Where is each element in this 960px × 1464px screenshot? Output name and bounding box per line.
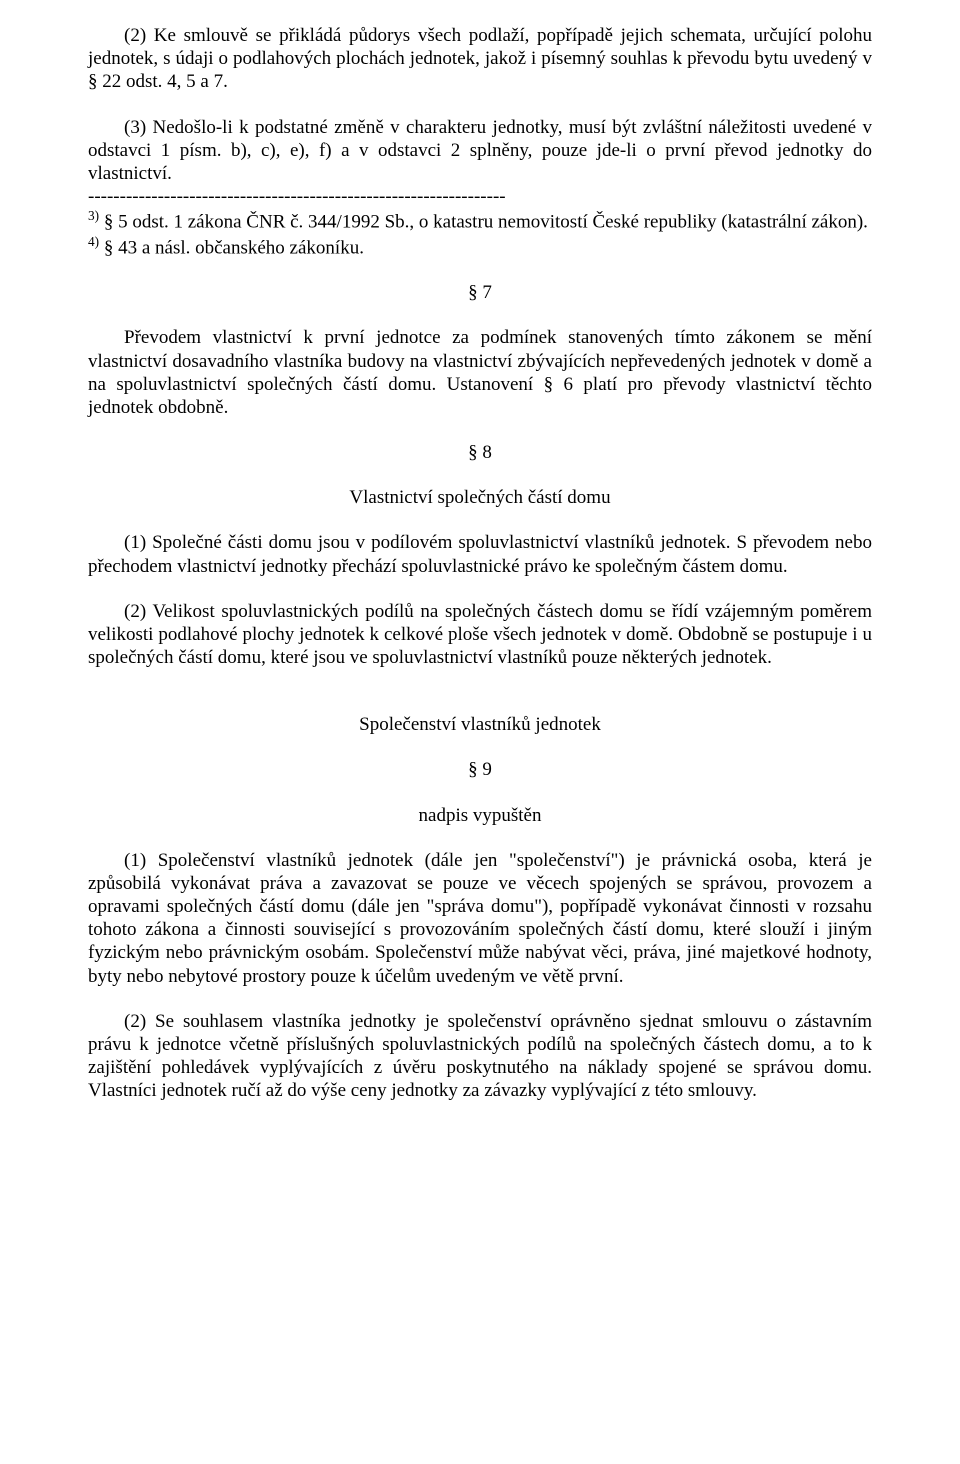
footnote-3: 3) § 5 odst. 1 zákona ČNR č. 344/1992 Sb…: [88, 208, 872, 234]
svj-heading: Společenství vlastníků jednotek: [88, 713, 872, 736]
paragraph-8-1: (1) Společné části domu jsou v podílovém…: [88, 531, 872, 577]
footnote-divider: ----------------------------------------…: [88, 185, 872, 208]
footnote-3-marker: 3): [88, 208, 99, 223]
paragraph-8-2: (2) Velikost spoluvlastnických podílů na…: [88, 600, 872, 670]
paragraph-9-1: (1) Společenství vlastníků jednotek (dál…: [88, 849, 872, 988]
footnote-4: 4) § 43 a násl. občanského zákoníku.: [88, 234, 872, 260]
section-8-number: § 8: [88, 441, 872, 464]
paragraph-6-2: (2) Ke smlouvě se přikládá půdorys všech…: [88, 24, 872, 94]
spacer: [88, 691, 872, 713]
section-8-title: Vlastnictví společných částí domu: [88, 486, 872, 509]
footnote-4-marker: 4): [88, 234, 99, 249]
section-9-number: § 9: [88, 758, 872, 781]
section-7-number: § 7: [88, 281, 872, 304]
footnote-4-text: § 43 a násl. občanského zákoníku.: [99, 237, 364, 258]
footnote-3-text: § 5 odst. 1 zákona ČNR č. 344/1992 Sb., …: [99, 212, 868, 233]
paragraph-7: Převodem vlastnictví k první jednotce za…: [88, 326, 872, 419]
paragraph-6-3: (3) Nedošlo-li k podstatné změně v chara…: [88, 116, 872, 186]
paragraph-9-2: (2) Se souhlasem vlastníka jednotky je s…: [88, 1010, 872, 1103]
document-page: (2) Ke smlouvě se přikládá půdorys všech…: [0, 0, 960, 1464]
section-9-subtitle: nadpis vypuštěn: [88, 804, 872, 827]
